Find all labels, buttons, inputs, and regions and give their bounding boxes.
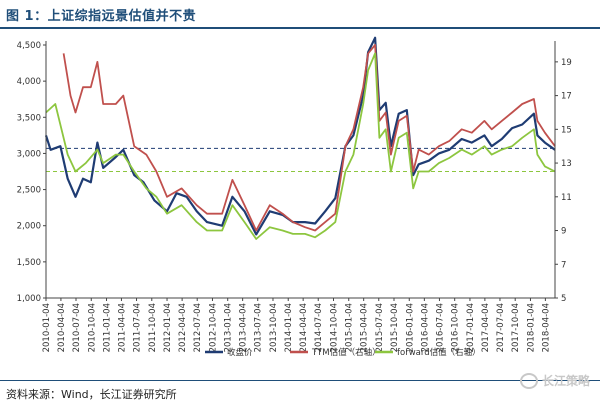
y-right-tick-label: 19 (561, 58, 572, 68)
x-tick-label: 2013-04-04 (239, 303, 249, 352)
x-tick-label: 2016-04-04 (420, 303, 430, 352)
axes (45, 41, 556, 299)
y-left-tick-label: 3,000 (17, 149, 41, 159)
x-tick-label: 2018-01-04 (526, 303, 536, 352)
x-tick-label: 2011-01-04 (103, 303, 113, 352)
y-left-tick-label: 1,500 (17, 258, 41, 268)
x-tick-label: 2018-04-04 (541, 303, 551, 352)
x-tick-label: 2012-07-04 (193, 303, 203, 352)
x-tick-label: 2010-01-04 (42, 303, 52, 352)
y-axis-right-ticks: 5 7 9 11 13 15 17 19 (555, 58, 572, 304)
x-tick-label: 2013-07-04 (254, 303, 264, 352)
y-left-tick-label: 4,500 (17, 41, 41, 51)
x-tick-label: 2017-04-04 (481, 303, 491, 352)
series-line-1 (62, 44, 556, 232)
y-left-tick-label: 2,500 (17, 186, 41, 196)
y-left-tick-label: 2,000 (17, 222, 41, 232)
y-right-tick-label: 5 (561, 294, 566, 304)
x-tick-label: 2011-04-04 (117, 303, 127, 352)
title-rule (0, 27, 600, 29)
x-tick-label: 2015-10-04 (390, 303, 400, 352)
x-tick-label: 2017-07-04 (496, 303, 506, 352)
legend-label-2: forward估值（右轴） (397, 347, 481, 358)
line-chart: 1,000 1,500 2,000 2,500 3,000 3,500 4,000 4,500… (17, 36, 572, 358)
y-right-tick-label: 15 (561, 125, 572, 135)
x-tick-label: 2013-10-04 (269, 303, 279, 352)
y-left-tick-label: 4,000 (17, 77, 41, 87)
x-tick-label: 2016-10-04 (451, 303, 461, 352)
y-left-tick-label: 3,500 (17, 113, 41, 123)
x-tick-label: 2017-01-04 (466, 303, 476, 352)
source-note: 资料来源：Wind，长江证券研究所 (6, 388, 177, 401)
y-left-tick-label: 1,000 (17, 294, 41, 304)
legend-label-1: TTM估值（右轴） (311, 347, 381, 358)
y-axis-left-ticks: 1,000 1,500 2,000 2,500 3,000 3,500 4,000 4,500 (17, 41, 46, 304)
x-tick-label: 2016-07-04 (435, 303, 445, 352)
x-tick-label: 2015-07-04 (375, 303, 385, 352)
x-tick-label: 2012-04-04 (178, 303, 188, 352)
x-tick-label: 2013-01-04 (224, 303, 234, 352)
x-axis-ticks: 2010-01-04 2010-04-04 2010-07-04 2010-10-04… (42, 298, 551, 352)
x-tick-label: 2017-10-04 (511, 303, 521, 352)
x-tick-label: 2015-04-04 (360, 303, 370, 352)
x-tick-label: 2010-10-04 (87, 303, 97, 352)
figure-title: 图 1：上证综指远景估值并不贵 (6, 9, 197, 24)
x-tick-label: 2011-07-04 (133, 303, 143, 352)
legend-label-0: 收盘价 (227, 347, 253, 358)
x-tick-label: 2012-01-04 (163, 303, 173, 352)
series-lines (44, 36, 556, 240)
x-tick-label: 2011-10-04 (148, 303, 158, 352)
x-tick-label: 2014-07-04 (314, 303, 324, 352)
footer-rule (0, 380, 600, 381)
legend: 收盘价 TTM估值（右轴） forward估值（右轴） (205, 347, 481, 358)
x-tick-label: 2010-04-04 (57, 303, 67, 352)
y-right-tick-label: 9 (561, 227, 566, 237)
reference-lines (46, 147, 555, 173)
x-tick-label: 2014-01-04 (284, 303, 294, 352)
wechat-icon (519, 372, 538, 389)
watermark: 长江策略 (519, 372, 590, 389)
series-line-2 (45, 52, 556, 240)
series-line-0 (44, 36, 556, 236)
x-tick-label: 2014-10-04 (329, 303, 339, 352)
x-tick-label: 2010-07-04 (72, 303, 82, 352)
x-tick-label: 2016-01-04 (405, 303, 415, 352)
watermark-text: 长江策略 (541, 374, 590, 388)
x-tick-label: 2012-10-04 (208, 303, 218, 352)
x-tick-label: 2014-04-04 (299, 303, 309, 352)
y-right-tick-label: 17 (561, 92, 572, 102)
y-right-tick-label: 13 (561, 159, 572, 169)
y-right-tick-label: 7 (561, 260, 566, 270)
y-right-tick-label: 11 (561, 193, 572, 203)
x-tick-label: 2015-01-04 (345, 303, 355, 352)
